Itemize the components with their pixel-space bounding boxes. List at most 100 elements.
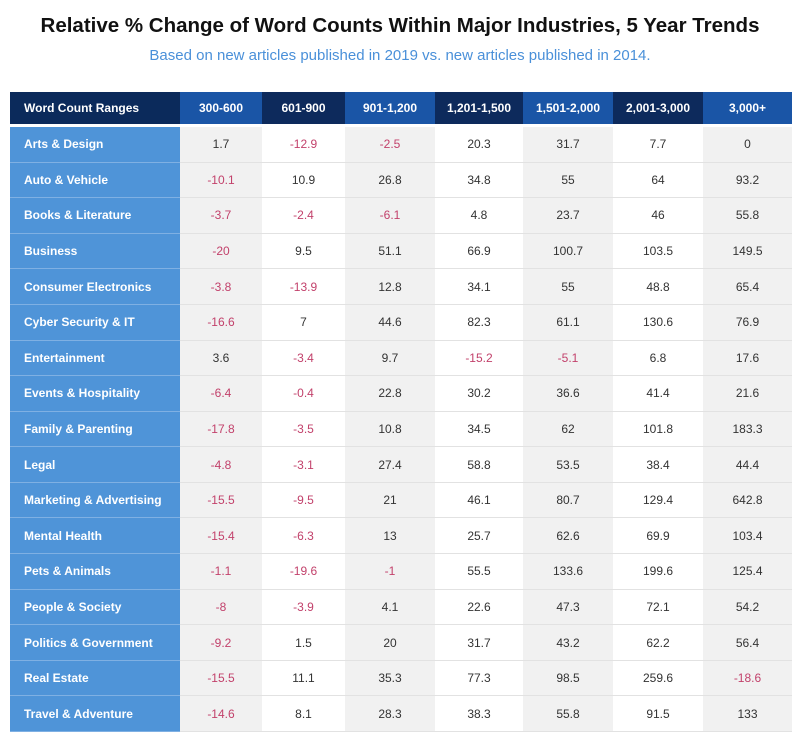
value-cell: 125.4 (703, 554, 792, 590)
value-cell: -15.5 (180, 482, 262, 519)
value-cell: -3.5 (262, 411, 345, 448)
value-cell: 20.3 (435, 127, 523, 163)
row-label: Entertainment (10, 340, 180, 377)
value-cell: 62 (523, 411, 613, 448)
value-cell: -15.4 (180, 518, 262, 555)
value-cell: 34.8 (435, 162, 523, 199)
value-cell: -6.3 (262, 518, 345, 555)
value-cell: 80.7 (523, 482, 613, 519)
value-cell: 31.7 (523, 127, 613, 163)
value-cell: 66.9 (435, 233, 523, 270)
value-cell: 61.1 (523, 304, 613, 341)
value-cell: -3.9 (262, 589, 345, 626)
value-cell: -16.6 (180, 304, 262, 341)
value-cell: 20 (345, 625, 435, 661)
value-cell: -6.1 (345, 198, 435, 234)
value-cell: 55.8 (523, 696, 613, 732)
value-cell: 9.5 (262, 233, 345, 270)
value-cell: -9.5 (262, 482, 345, 519)
value-cell: 12.8 (345, 269, 435, 305)
value-cell: 0 (703, 127, 792, 163)
value-cell: 35.3 (345, 660, 435, 697)
value-cell: 38.4 (613, 447, 703, 483)
row-label: Politics & Government (10, 625, 180, 661)
row-label: Real Estate (10, 660, 180, 697)
value-cell: 91.5 (613, 696, 703, 732)
value-cell: 259.6 (613, 660, 703, 697)
value-cell: -2.4 (262, 198, 345, 234)
row-label: Consumer Electronics (10, 269, 180, 305)
header-cell: 2,001-3,000 (613, 92, 703, 125)
value-cell: 10.9 (262, 162, 345, 199)
value-cell: 44.6 (345, 304, 435, 341)
value-cell: 55.8 (703, 198, 792, 234)
value-cell: -3.7 (180, 198, 262, 234)
value-cell: 21.6 (703, 376, 792, 412)
value-cell: 30.2 (435, 376, 523, 412)
value-cell: -1.1 (180, 554, 262, 590)
value-cell: -6.4 (180, 376, 262, 412)
header-cell: 601-900 (262, 92, 345, 125)
header-cell: 3,000+ (703, 92, 792, 125)
row-label: Cyber Security & IT (10, 304, 180, 341)
value-cell: 22.8 (345, 376, 435, 412)
value-cell: -3.4 (262, 340, 345, 377)
value-cell: 77.3 (435, 660, 523, 697)
value-cell: 48.8 (613, 269, 703, 305)
row-label: Business (10, 233, 180, 270)
value-cell: -3.8 (180, 269, 262, 305)
row-label: Family & Parenting (10, 411, 180, 448)
row-label: Mental Health (10, 518, 180, 555)
value-cell: 17.6 (703, 340, 792, 377)
value-cell: 10.8 (345, 411, 435, 448)
value-cell: -3.1 (262, 447, 345, 483)
value-cell: 133.6 (523, 554, 613, 590)
value-cell: -8 (180, 589, 262, 626)
value-cell: 76.9 (703, 304, 792, 341)
value-cell: 129.4 (613, 482, 703, 519)
value-cell: 46 (613, 198, 703, 234)
value-cell: 7.7 (613, 127, 703, 163)
value-cell: 51.1 (345, 233, 435, 270)
value-cell: 642.8 (703, 482, 792, 519)
value-cell: 183.3 (703, 411, 792, 448)
header-cell: 901-1,200 (345, 92, 435, 125)
value-cell: 38.3 (435, 696, 523, 732)
value-cell: 25.7 (435, 518, 523, 555)
table: Word Count Ranges 300-600 601-900 901-1,200… (10, 92, 792, 732)
row-label: Travel & Adventure (10, 696, 180, 732)
value-cell: 1.5 (262, 625, 345, 661)
value-cell: -2.5 (345, 127, 435, 163)
value-cell: -10.1 (180, 162, 262, 199)
value-cell: -1 (345, 554, 435, 590)
value-cell: 103.4 (703, 518, 792, 555)
value-cell: -13.9 (262, 269, 345, 305)
value-cell: 98.5 (523, 660, 613, 697)
value-cell: 101.8 (613, 411, 703, 448)
value-cell: -15.5 (180, 660, 262, 697)
row-label: Marketing & Advertising (10, 482, 180, 519)
value-cell: -5.1 (523, 340, 613, 377)
value-cell: 7 (262, 304, 345, 341)
value-cell: 9.7 (345, 340, 435, 377)
value-cell: 103.5 (613, 233, 703, 270)
value-cell: 133 (703, 696, 792, 732)
value-cell: 41.4 (613, 376, 703, 412)
title: Relative % Change of Word Counts Within … (40, 14, 760, 37)
value-cell: 6.8 (613, 340, 703, 377)
value-cell: 62.2 (613, 625, 703, 661)
value-cell: -0.4 (262, 376, 345, 412)
value-cell: 28.3 (345, 696, 435, 732)
row-label: Pets & Animals (10, 554, 180, 590)
row-label: Books & Literature (10, 198, 180, 234)
value-cell: 3.6 (180, 340, 262, 377)
value-cell: 53.5 (523, 447, 613, 483)
value-cell: 46.1 (435, 482, 523, 519)
row-label: People & Society (10, 589, 180, 626)
value-cell: 130.6 (613, 304, 703, 341)
value-cell: 55 (523, 269, 613, 305)
value-cell: 55.5 (435, 554, 523, 590)
value-cell: 54.2 (703, 589, 792, 626)
value-cell: 22.6 (435, 589, 523, 626)
